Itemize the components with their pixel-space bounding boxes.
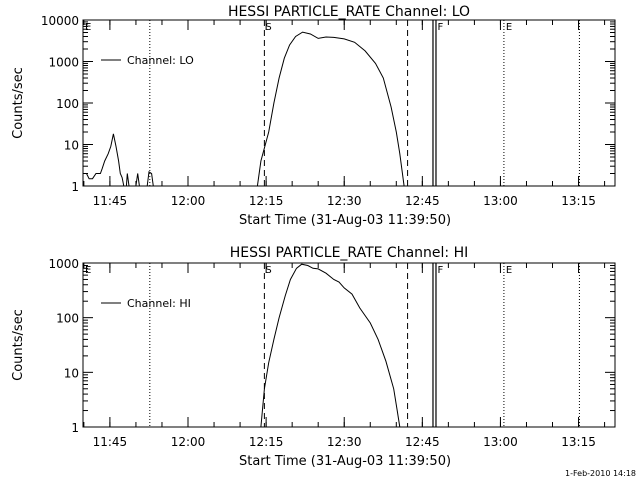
- x-tick-label: 12:30: [327, 435, 362, 449]
- x-tick-label: 12:15: [249, 435, 284, 449]
- plot-frame: [82, 19, 616, 187]
- marker-label-f: F: [437, 22, 443, 33]
- x-tick-label: 12:45: [405, 435, 440, 449]
- y-tick-label: 1000: [48, 257, 79, 271]
- marker-label-e: E: [506, 22, 512, 33]
- marker-label-e: E: [85, 265, 91, 276]
- y-tick-label: 10: [64, 366, 79, 380]
- series-line: [256, 31, 405, 187]
- x-tick-label: 13:15: [561, 435, 596, 449]
- x-tick-label: 12:45: [405, 194, 440, 208]
- x-tick-label: 13:15: [561, 194, 596, 208]
- series-line: [83, 133, 154, 187]
- y-axis-label: Counts/sec: [11, 67, 26, 139]
- x-tick-label: 13:00: [483, 435, 518, 449]
- x-tick-label: 12:00: [171, 435, 206, 449]
- legend-entry: Channel: LO: [127, 54, 194, 67]
- y-tick-label: 10000: [41, 14, 79, 28]
- footer-timestamp: 1-Feb-2010 14:18: [565, 469, 636, 478]
- marker-label-e: E: [506, 265, 512, 276]
- y-tick-label: 1: [71, 421, 79, 435]
- legend-entry: Channel: HI: [127, 297, 191, 310]
- y-tick-label: 100: [56, 97, 79, 111]
- x-tick-label: 11:45: [93, 194, 128, 208]
- x-tick-label: 12:30: [327, 194, 362, 208]
- y-axis-label: Counts/sec: [11, 309, 26, 381]
- x-axis-label: Start Time (31-Aug-03 11:39:50): [239, 213, 451, 228]
- marker-label-e: E: [85, 22, 91, 33]
- chart-title: HESSI PARTICLE_RATE Channel: LO: [228, 4, 470, 20]
- y-tick-label: 1: [71, 180, 79, 194]
- chart-panel-hi: HESSI PARTICLE_RATE Channel: HI 1 10 100 100…: [11, 245, 616, 469]
- x-axis-label: Start Time (31-Aug-03 11:39:50): [239, 454, 451, 469]
- marker-label-s: S: [265, 22, 271, 33]
- x-tick-label: 12:15: [249, 194, 284, 208]
- chart-panel-lo: HESSI PARTICLE_RATE Channel: LO 1 10 100 100…: [11, 4, 616, 228]
- x-tick-label: 12:00: [171, 194, 206, 208]
- chart-title: HESSI PARTICLE_RATE Channel: HI: [230, 245, 468, 261]
- series-line: [260, 263, 401, 428]
- plot-frame: [82, 262, 616, 428]
- x-tick-label: 11:45: [93, 435, 128, 449]
- y-tick-label: 10: [64, 139, 79, 153]
- y-tick-label: 100: [56, 312, 79, 326]
- y-tick-label: 1000: [48, 56, 79, 70]
- x-tick-label: 13:00: [483, 194, 518, 208]
- marker-label-f: F: [437, 265, 443, 276]
- marker-label-s: S: [265, 265, 271, 276]
